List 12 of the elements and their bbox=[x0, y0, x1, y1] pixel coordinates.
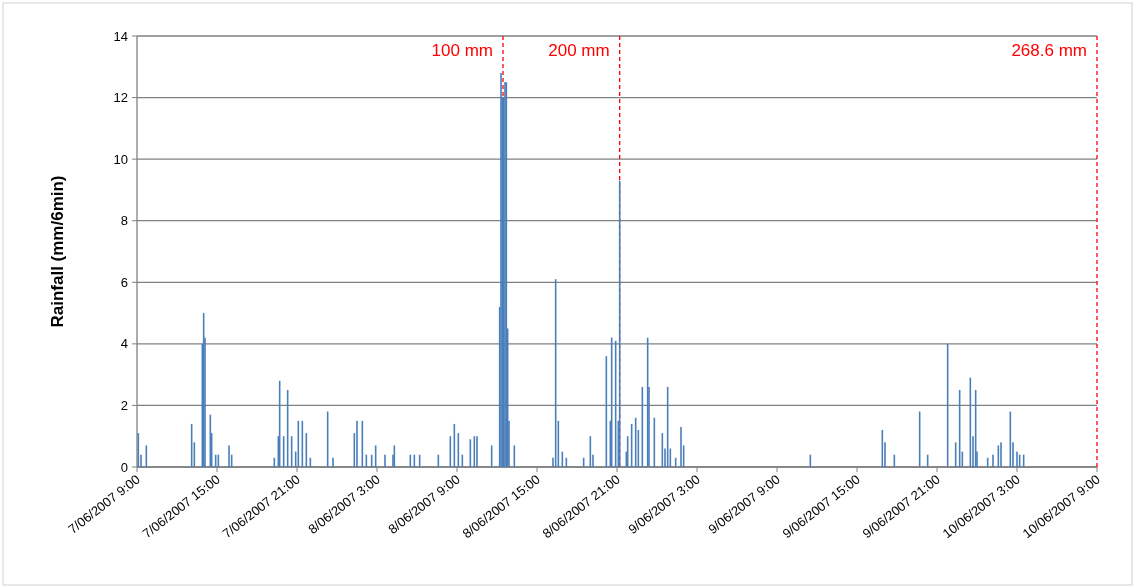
y-tick-label: 0 bbox=[120, 459, 128, 475]
ref-line-label: 268.6 mm bbox=[1011, 41, 1087, 60]
ref-line-label: 200 mm bbox=[548, 41, 610, 60]
y-tick-label: 6 bbox=[120, 274, 128, 290]
y-tick-label: 4 bbox=[120, 336, 128, 352]
y-tick-label: 10 bbox=[113, 151, 128, 167]
ref-line-label: 100 mm bbox=[431, 41, 493, 60]
y-tick-label: 2 bbox=[120, 397, 128, 413]
y-tick-label: 14 bbox=[113, 28, 128, 44]
y-axis-title: Rainfall (mm/6min) bbox=[48, 175, 67, 328]
y-tick-label: 8 bbox=[120, 213, 128, 229]
y-tick-label: 12 bbox=[113, 90, 128, 106]
